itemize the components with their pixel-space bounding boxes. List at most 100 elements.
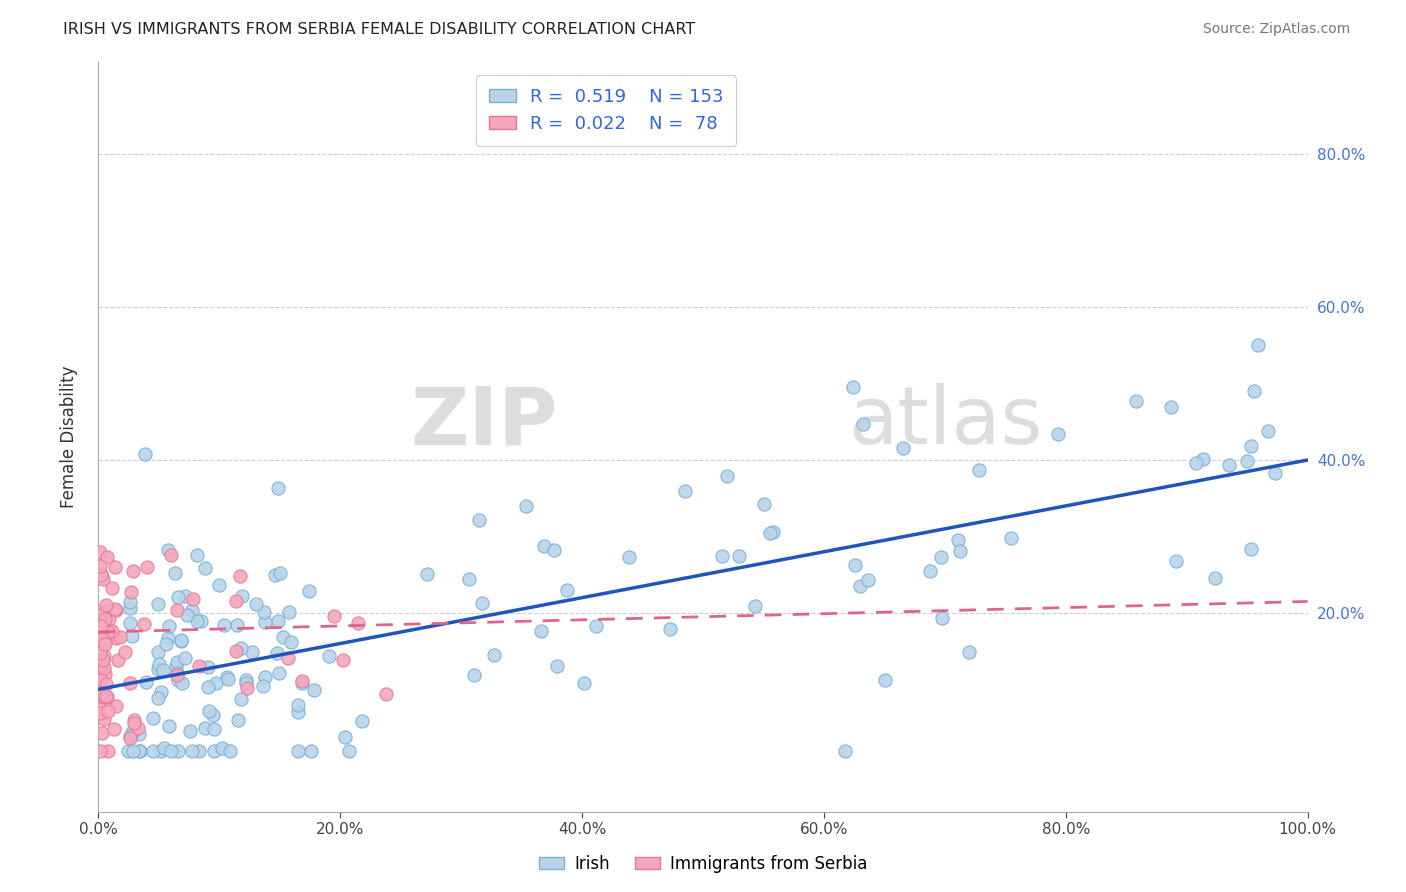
Point [471, 596, 494, 610]
Point [852, 417, 875, 431]
Point [1247, 338, 1270, 352]
Text: atlas: atlas [848, 383, 1042, 461]
Point [1240, 439, 1263, 453]
Point [231, 641, 253, 656]
Point [96, 598, 118, 612]
Point [949, 544, 972, 558]
Point [122, 714, 145, 728]
Point [287, 698, 309, 712]
Point [190, 614, 212, 628]
Point [468, 513, 491, 527]
Point [515, 499, 537, 513]
Point [159, 743, 181, 757]
Point [142, 711, 165, 725]
Point [90, 632, 112, 647]
Point [165, 659, 187, 673]
Point [90, 663, 112, 677]
Point [100, 624, 122, 639]
Point [152, 663, 174, 677]
Point [194, 561, 217, 575]
Point [132, 617, 155, 632]
Point [217, 670, 239, 684]
Point [245, 597, 267, 611]
Point [931, 611, 953, 625]
Point [118, 595, 141, 609]
Point [844, 558, 866, 572]
Point [572, 676, 595, 690]
Point [267, 665, 290, 680]
Point [108, 630, 131, 644]
Point [673, 484, 696, 499]
Point [127, 722, 149, 736]
Point [530, 624, 553, 639]
Point [173, 651, 195, 665]
Point [105, 632, 128, 646]
Point [121, 629, 143, 643]
Point [959, 645, 981, 659]
Point [169, 634, 191, 648]
Point [346, 615, 368, 630]
Point [463, 668, 485, 682]
Point [166, 743, 188, 757]
Point [235, 676, 257, 690]
Point [118, 676, 141, 690]
Point [834, 743, 856, 757]
Point [301, 743, 323, 757]
Point [1218, 458, 1240, 473]
Point [197, 660, 219, 674]
Point [94, 689, 117, 703]
Point [226, 617, 249, 632]
Point [89, 558, 111, 573]
Point [543, 542, 565, 557]
Point [253, 605, 276, 619]
Point [96, 550, 118, 565]
Point [280, 635, 302, 649]
Point [118, 731, 141, 745]
Text: Source: ZipAtlas.com: Source: ZipAtlas.com [1202, 22, 1350, 37]
Point [332, 653, 354, 667]
Point [318, 649, 340, 664]
Point [1239, 541, 1261, 556]
Point [91, 653, 114, 667]
Point [710, 549, 733, 563]
Point [201, 707, 224, 722]
Point [180, 743, 202, 757]
Point [287, 743, 309, 757]
Point [181, 592, 204, 607]
Point [129, 743, 152, 757]
Point [90, 673, 112, 687]
Point [180, 603, 202, 617]
Point [94, 690, 117, 704]
Point [176, 608, 198, 623]
Point [918, 564, 941, 578]
Point [96, 690, 118, 704]
Point [97, 743, 120, 757]
Point [266, 646, 288, 660]
Point [174, 589, 197, 603]
Point [252, 679, 274, 693]
Point [89, 646, 111, 660]
Point [93, 667, 115, 681]
Point [1204, 570, 1226, 584]
Text: IRISH VS IMMIGRANTS FROM SERBIA FEMALE DISABILITY CORRELATION CHART: IRISH VS IMMIGRANTS FROM SERBIA FEMALE D… [63, 22, 696, 37]
Point [849, 579, 872, 593]
Point [856, 574, 879, 588]
Point [335, 730, 357, 744]
Point [97, 704, 120, 718]
Point [1000, 532, 1022, 546]
Point [727, 549, 749, 563]
Point [94, 637, 117, 651]
Point [416, 566, 439, 581]
Point [89, 698, 111, 712]
Point [658, 623, 681, 637]
Point [89, 702, 111, 716]
Point [754, 498, 776, 512]
Point [93, 660, 115, 674]
Point [166, 603, 188, 617]
Point [114, 645, 136, 659]
Point [1257, 425, 1279, 439]
Point [188, 743, 211, 757]
Point [146, 597, 169, 611]
Point [89, 545, 111, 559]
Point [186, 614, 208, 628]
